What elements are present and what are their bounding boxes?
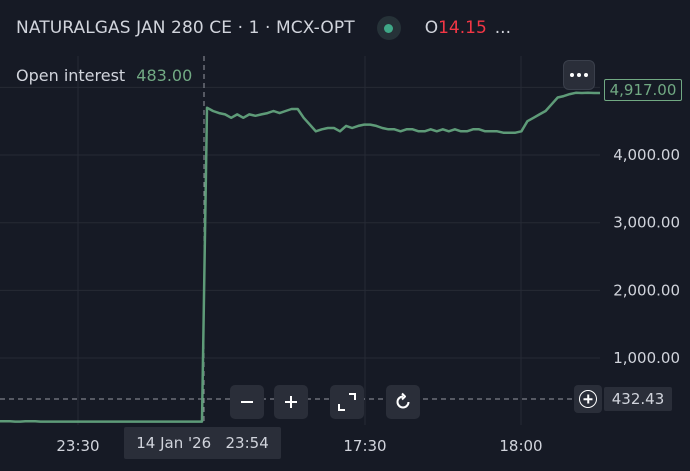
minus-icon: [241, 401, 253, 403]
indicator-value: 483.00: [136, 66, 193, 85]
y-tick-label: 4,000.00: [613, 146, 680, 164]
dot-icon: [577, 73, 581, 77]
indicator-name: Open interest: [16, 66, 126, 85]
symbol-title[interactable]: NATURALGAS JAN 280 CE · 1 · MCX-OPT: [16, 18, 355, 38]
reset-chart-button[interactable]: [386, 385, 420, 419]
crosshair-x-badge: 14 Jan '26 23:54: [124, 427, 281, 459]
grid-lines: [0, 56, 600, 425]
plus-icon: [285, 396, 297, 408]
x-tick-label: 17:30: [343, 437, 386, 455]
ohlc-open-label: O: [424, 18, 439, 38]
x-tick-label: 18:00: [499, 437, 542, 455]
y-axis-labels: 1,000.00 2,000.00 3,000.00 4,000.00: [613, 146, 680, 367]
y-tick-label: 2,000.00: [613, 281, 680, 299]
add-crosshair-button[interactable]: [574, 385, 602, 413]
ohlc-open-value: 14.15: [438, 18, 487, 38]
market-status-icon[interactable]: [376, 16, 401, 40]
open-interest-line: [0, 91, 600, 423]
ohlc-more: ...: [494, 18, 511, 38]
chart-header: NATURALGAS JAN 280 CE · 1 · MCX-OPT O 14…: [0, 0, 690, 56]
crosshair-y-badge: 432.43: [604, 387, 672, 411]
dot-icon: [584, 73, 588, 77]
fullscreen-button[interactable]: [330, 385, 364, 419]
reset-icon: [396, 392, 410, 409]
expand-icon: [338, 393, 356, 411]
zoom-out-button[interactable]: [230, 385, 264, 419]
dot-icon: [570, 73, 574, 77]
zoom-in-button[interactable]: [274, 385, 308, 419]
y-tick-label: 3,000.00: [613, 214, 680, 232]
last-value-badge: 4,917.00: [604, 79, 682, 101]
plus-circle-icon: [579, 390, 597, 408]
indicator-legend[interactable]: Open interest 483.00: [16, 66, 192, 85]
more-options-button[interactable]: [563, 60, 595, 90]
x-axis-labels: 23:30 17:30 18:00: [56, 437, 542, 455]
x-tick-label: 23:30: [56, 437, 99, 455]
y-tick-label: 1,000.00: [613, 349, 680, 367]
